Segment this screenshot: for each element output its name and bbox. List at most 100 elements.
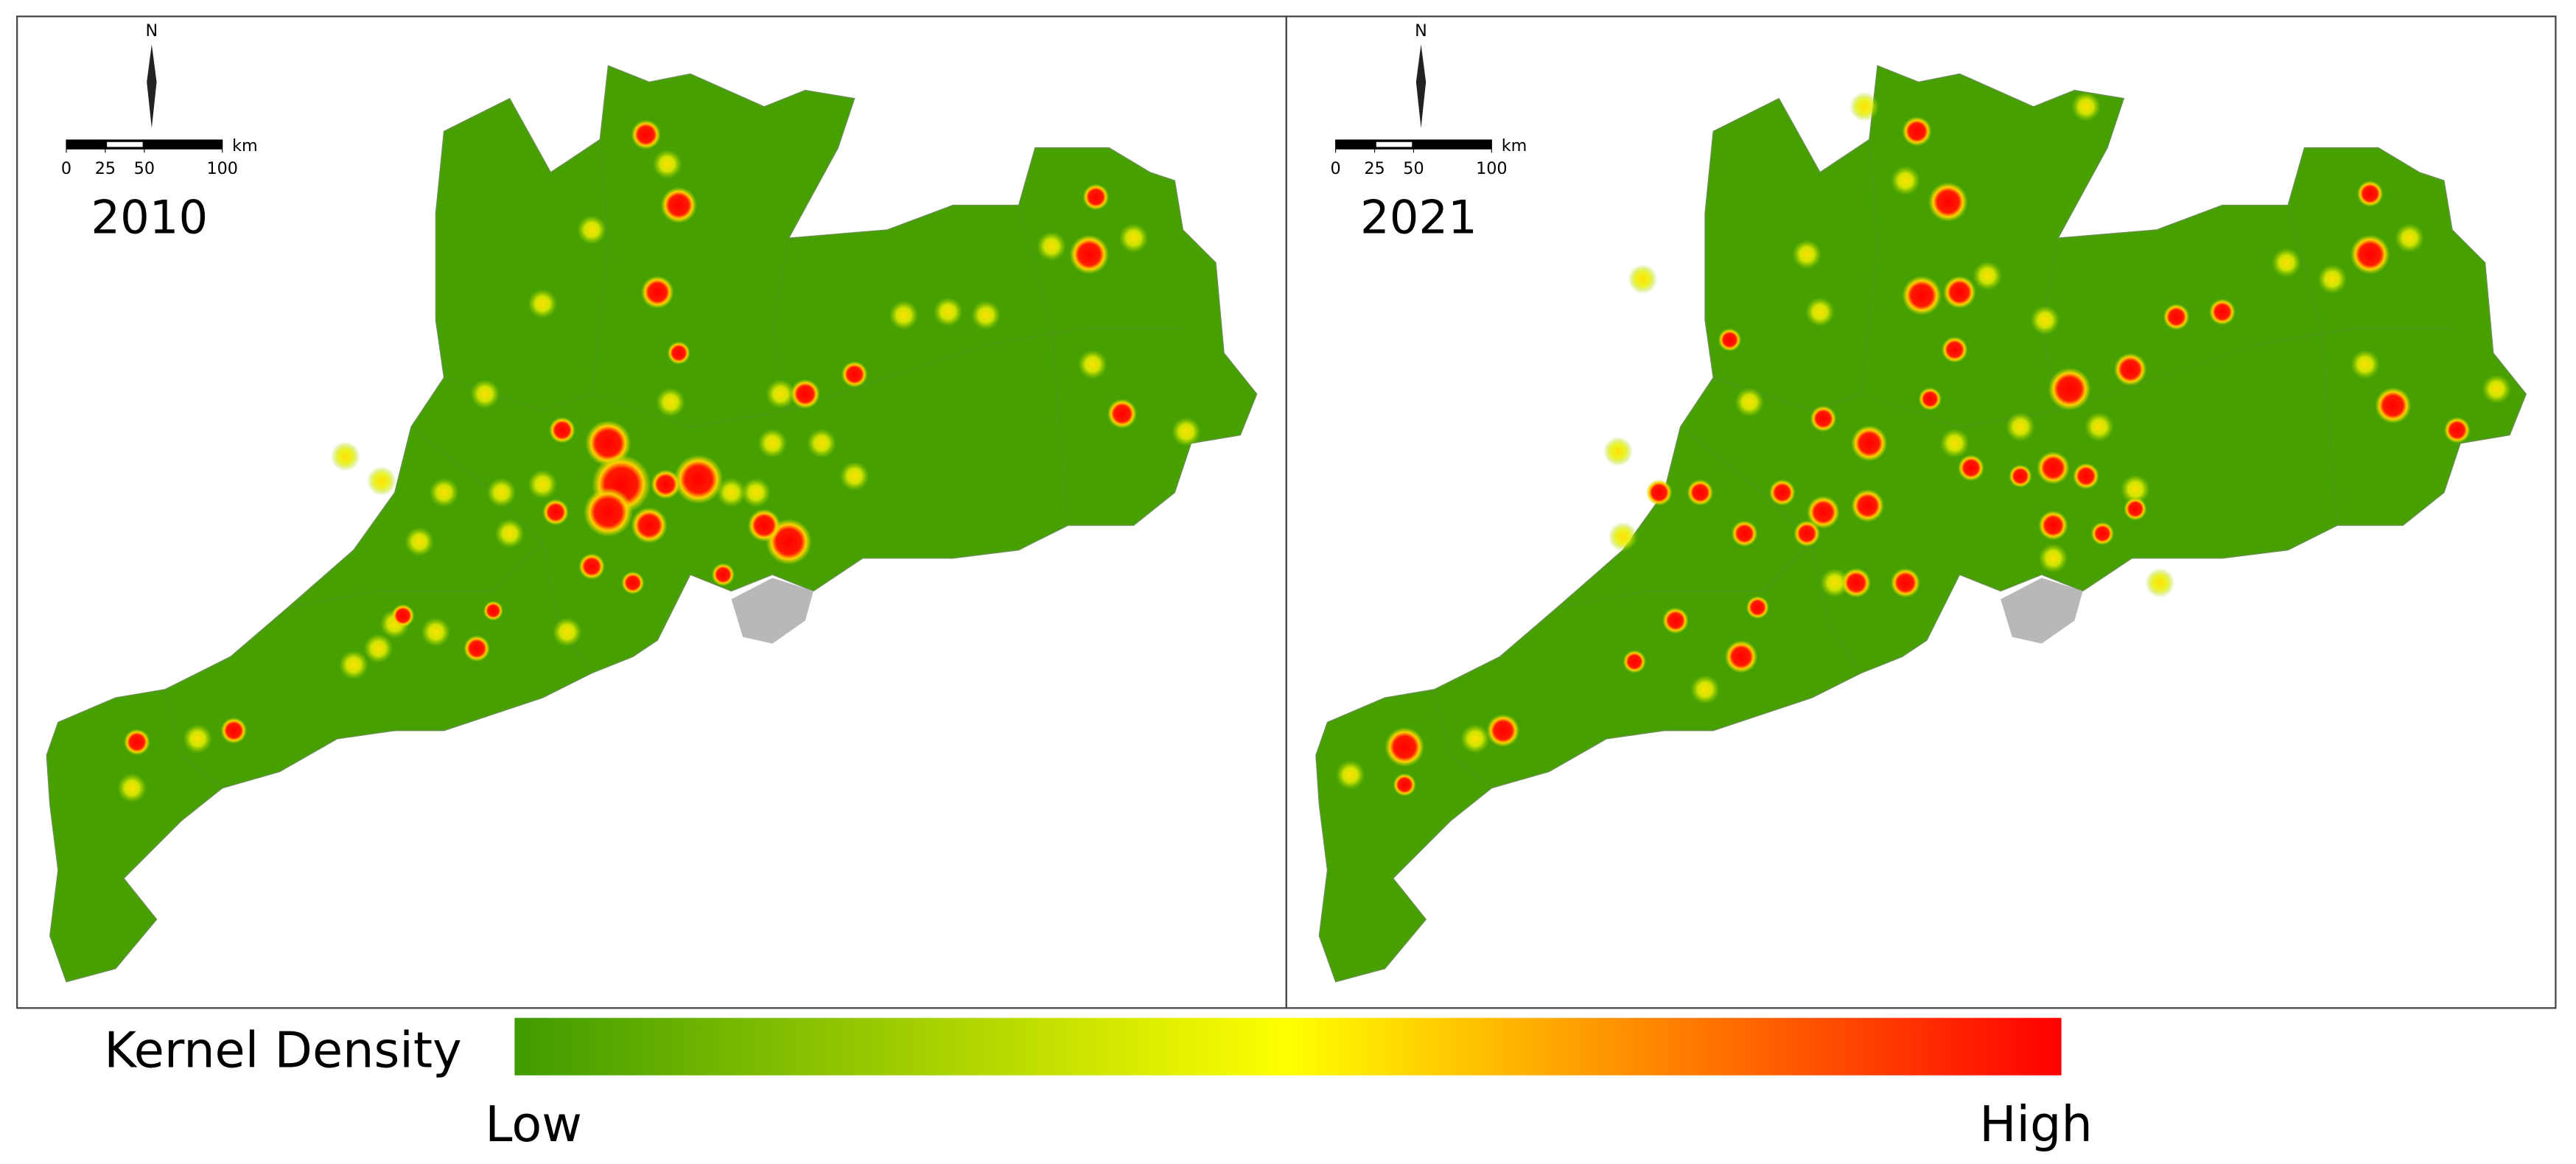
density-spot	[1820, 568, 1850, 598]
density-hotspot	[2009, 464, 2032, 488]
density-hotspot	[631, 507, 668, 544]
density-spot	[2005, 412, 2035, 442]
legend-title: Kernel Density	[104, 1022, 461, 1079]
density-hotspot	[1107, 399, 1137, 429]
density-spot	[2038, 543, 2068, 573]
scale-tick-label: 0	[1331, 159, 1341, 178]
density-hotspot	[1841, 568, 1872, 598]
density-hotspot	[2073, 463, 2099, 490]
density-hotspot	[2113, 353, 2147, 386]
density-spot	[338, 650, 369, 680]
density-spot	[494, 519, 525, 549]
density-hotspot	[1810, 405, 1837, 432]
density-spot	[1603, 436, 1633, 466]
density-hotspot	[673, 455, 724, 505]
density-spot	[429, 477, 459, 508]
scale-tick-label: 100	[1476, 159, 1508, 178]
density-spot	[1335, 760, 1365, 790]
density-hotspot	[2037, 451, 2070, 485]
density-spot	[652, 149, 682, 179]
density-hotspot	[585, 420, 631, 466]
density-hotspot	[621, 571, 645, 595]
map-panel: N 0 25 50 100 km 2021	[1285, 15, 2557, 1009]
density-hotspot	[1851, 489, 1884, 522]
density-hotspot	[640, 276, 674, 309]
density-hotspot	[1687, 479, 1714, 506]
density-hotspot	[2356, 180, 2384, 207]
density-spot	[363, 634, 393, 664]
density-hotspot	[583, 487, 633, 537]
density-hotspot	[1393, 773, 1416, 796]
density-spot	[2317, 264, 2348, 294]
density-hotspot	[790, 379, 820, 409]
density-hotspot	[1746, 595, 1769, 620]
density-spot	[486, 477, 517, 508]
density-hotspot	[1385, 727, 1424, 767]
scale-bar-segment	[1376, 141, 1413, 147]
scale-tick-label: 50	[134, 159, 155, 178]
density-hotspot	[1486, 714, 1520, 747]
density-hotspot	[2443, 417, 2471, 443]
density-spot	[1119, 223, 1149, 253]
density-hotspot	[463, 635, 490, 662]
density-hotspot	[1731, 520, 1758, 547]
density-spot	[716, 477, 746, 508]
density-spot	[117, 773, 147, 803]
density-spot	[970, 300, 1001, 330]
density-hotspot	[651, 469, 681, 499]
density-spot	[552, 617, 582, 648]
legend-bar	[514, 1017, 2062, 1076]
scale-tick-label: 50	[1403, 159, 1424, 178]
density-spot	[2071, 91, 2101, 122]
density-spot	[470, 379, 500, 409]
density-spot	[2271, 248, 2301, 278]
density-spot	[2030, 305, 2060, 335]
density-spot	[2482, 374, 2512, 404]
density-hotspot	[2350, 234, 2390, 275]
density-hotspot	[1662, 607, 1689, 634]
density-spot	[1628, 264, 1658, 294]
density-hotspot	[1918, 387, 1942, 411]
density-hotspot	[2090, 522, 2114, 545]
density-hotspot	[1902, 276, 1942, 315]
density-spot	[933, 297, 963, 327]
density-spot	[1460, 723, 1491, 754]
density-hotspot	[1724, 640, 1758, 673]
density-hotspot	[483, 600, 503, 621]
density-spot	[366, 466, 396, 497]
density-hotspot	[841, 361, 868, 388]
density-hotspot	[1082, 183, 1110, 211]
density-hotspot	[1902, 116, 1932, 147]
density-hotspot	[124, 729, 150, 756]
legend-high: High	[1979, 1095, 2093, 1153]
scale-tick-label: 0	[61, 159, 71, 178]
density-hotspot	[667, 341, 690, 365]
density-spot	[2120, 474, 2150, 505]
density-spot	[2145, 568, 2175, 598]
density-hotspot	[1623, 650, 1646, 673]
density-hotspot	[2209, 298, 2236, 326]
density-hotspot	[220, 717, 248, 744]
density-spot	[2084, 412, 2114, 442]
density-spot	[1608, 522, 1638, 552]
density-spot	[528, 289, 558, 319]
density-hotspot	[1069, 234, 1110, 275]
density-hotspot	[631, 119, 661, 150]
scale-unit: km	[232, 136, 258, 155]
year-label: 2021	[1360, 190, 1477, 244]
density-spot	[528, 469, 558, 499]
density-spot	[889, 300, 919, 330]
scale-unit: km	[1502, 136, 1527, 155]
density-spot	[1690, 674, 1721, 705]
density-hotspot	[1958, 455, 1984, 481]
density-spot	[1805, 297, 1835, 327]
density-spot	[766, 379, 796, 409]
density-spot	[656, 387, 686, 418]
density-hotspot	[1851, 425, 1888, 462]
density-spot	[1037, 231, 1067, 262]
scale-tick-label: 25	[1364, 159, 1385, 178]
north-arrow	[147, 44, 157, 128]
legend-low: Low	[485, 1095, 582, 1153]
density-hotspot	[1928, 182, 1968, 222]
